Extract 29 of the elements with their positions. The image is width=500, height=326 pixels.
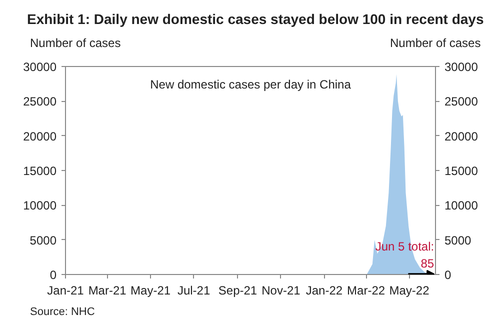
- y2-tick-label: 30000: [444, 60, 478, 74]
- y-tick-label: 10000: [23, 198, 57, 213]
- x-tick-label: Mar-21: [88, 284, 127, 298]
- x-tick-label: Sep-21: [218, 284, 258, 298]
- y2-tick-label: 5000: [444, 233, 472, 248]
- y-tick-label: 0: [50, 268, 57, 282]
- y-tick-label: 25000: [23, 94, 57, 109]
- x-tick-label: Jul-21: [177, 284, 210, 298]
- y-tick-label: 5000: [30, 233, 57, 248]
- annotation: Jun 5 total: 85: [375, 240, 434, 270]
- y-tick-label: 20000: [23, 129, 57, 144]
- y-tick-label: 30000: [23, 60, 57, 74]
- annotation: New domestic cases per day in China: [150, 77, 352, 92]
- y2-axis-title: Number of cases: [390, 35, 481, 52]
- y2-tick-label: 10000: [444, 198, 478, 213]
- source-note: Source: NHC: [30, 305, 95, 320]
- x-tick-label: May-22: [389, 284, 430, 298]
- x-tick-label: Mar-22: [347, 284, 386, 298]
- chart-title: Exhibit 1: Daily new domestic cases stayed below 100 in recent days: [27, 10, 484, 29]
- y-axis-title: Number of cases: [30, 35, 121, 52]
- y-tick-label: 15000: [23, 164, 57, 178]
- y2-tick-label: 25000: [444, 94, 478, 109]
- y2-tick-label: 20000: [444, 129, 478, 144]
- x-tick-label: Jan-21: [47, 284, 84, 298]
- y2-tick-label: 0: [444, 268, 452, 282]
- x-tick-label: May-21: [130, 284, 171, 298]
- x-tick-label: Jan-22: [306, 284, 343, 298]
- y2-tick-label: 15000: [444, 164, 478, 178]
- x-tick-label: Nov-21: [262, 284, 301, 298]
